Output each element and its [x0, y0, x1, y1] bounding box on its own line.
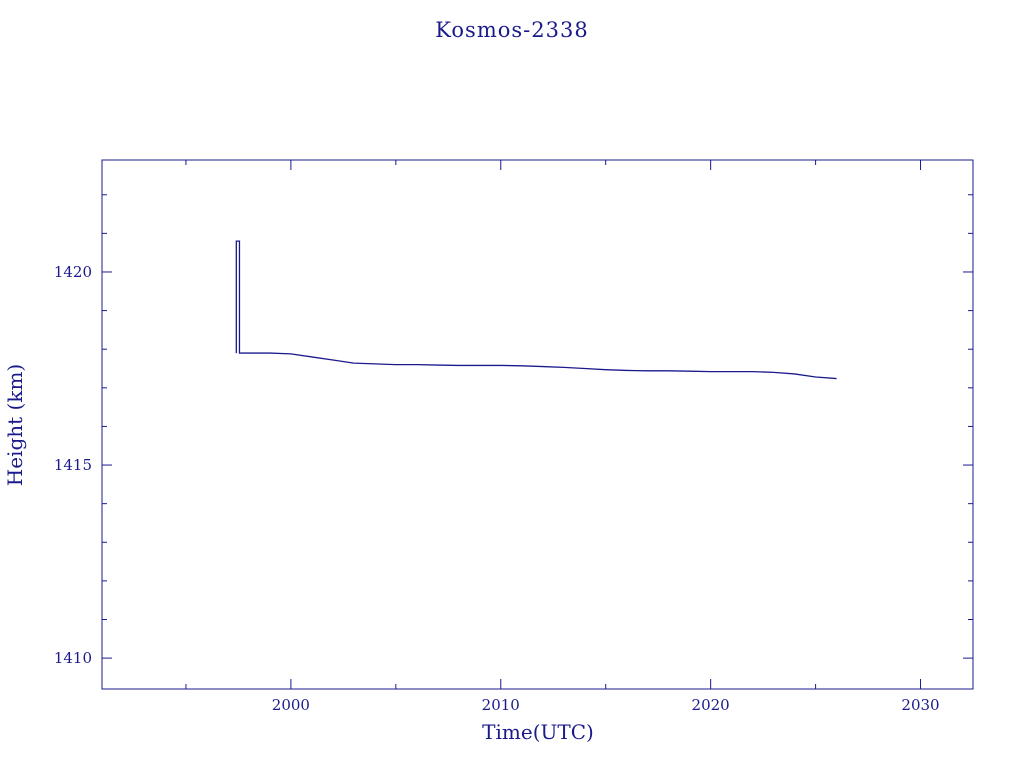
x-tick-label: 2030: [901, 696, 939, 714]
y-tick-label: 1410: [54, 649, 92, 667]
y-axis-label: Height (km): [3, 364, 27, 486]
plot-frame: [101, 159, 974, 690]
y-tick-label: 1415: [54, 456, 92, 474]
chart-title: Kosmos-2338: [435, 18, 588, 42]
y-tick-label: 1420: [54, 263, 92, 281]
axis-tick-labels: 2000 2010 2020 2030 1410 1415 1420: [54, 263, 940, 714]
x-tick-label: 2000: [272, 696, 310, 714]
series-line-height: [235, 240, 837, 380]
x-axis-label: Time(UTC): [482, 720, 594, 744]
x-tick-label: 2020: [692, 696, 730, 714]
axis-ticks: [102, 160, 973, 689]
x-tick-label: 2010: [482, 696, 520, 714]
